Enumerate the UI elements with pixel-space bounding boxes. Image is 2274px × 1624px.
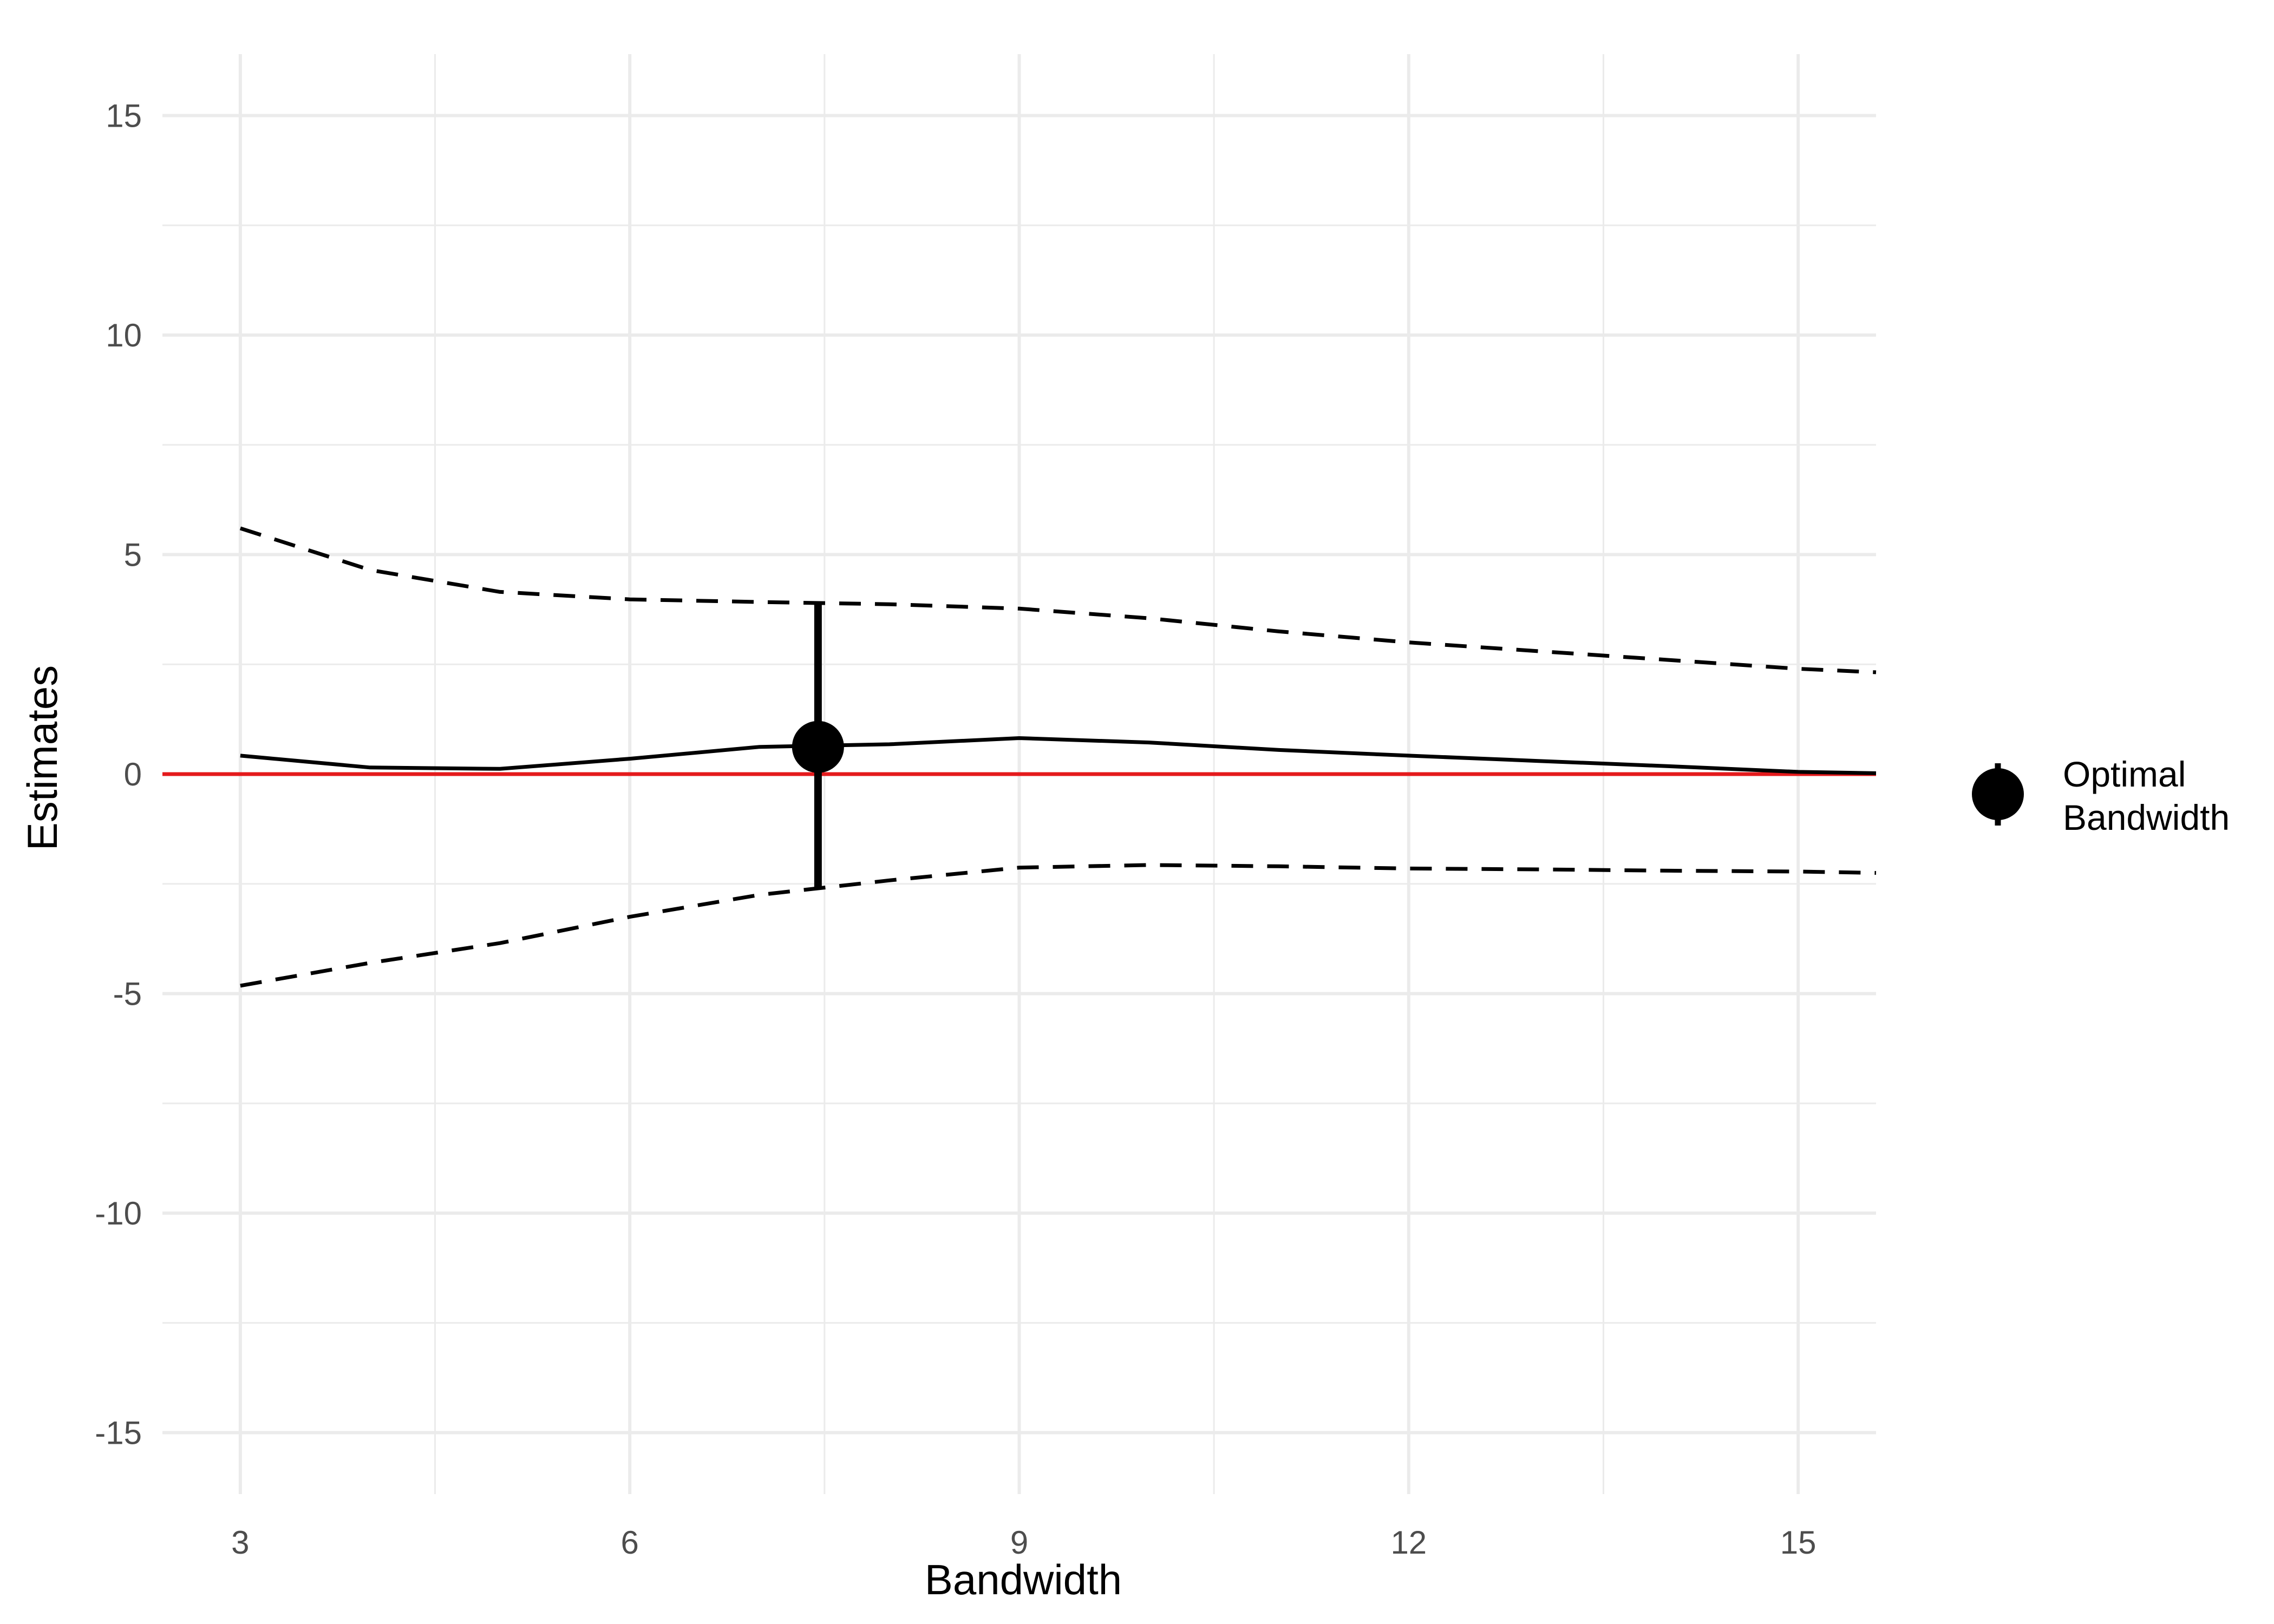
y-tick-label: 10 bbox=[106, 317, 142, 353]
x-axis-title: Bandwidth bbox=[925, 1556, 1122, 1603]
y-tick-labels: -15 -10 -5 0 5 10 15 bbox=[95, 98, 142, 1451]
y-tick-label: 15 bbox=[106, 98, 142, 134]
legend-label-line-2: Bandwidth bbox=[2063, 797, 2230, 837]
x-tick-label: 12 bbox=[1390, 1524, 1427, 1561]
x-tick-label: 6 bbox=[620, 1524, 638, 1561]
upper-ci-line bbox=[239, 526, 1877, 675]
x-tick-label: 15 bbox=[1780, 1524, 1816, 1561]
x-tick-labels: 3 6 9 12 15 bbox=[231, 1524, 1816, 1561]
y-tick-label: -5 bbox=[113, 975, 142, 1012]
estimate-line bbox=[240, 736, 1877, 775]
optimal-point-layer bbox=[792, 604, 844, 890]
y-tick-label: 0 bbox=[124, 756, 142, 793]
x-tick-label: 9 bbox=[1010, 1524, 1028, 1561]
legend: Optimal Bandwidth bbox=[1972, 754, 2230, 837]
y-axis-title: Estimates bbox=[18, 665, 66, 850]
y-tick-label: -10 bbox=[95, 1195, 142, 1232]
y-tick-label: 5 bbox=[124, 537, 142, 573]
legend-label-line-1: Optimal bbox=[2063, 754, 2186, 794]
series-layer bbox=[239, 526, 1877, 988]
optimal-point bbox=[792, 721, 844, 773]
legend-point-key bbox=[1972, 768, 2024, 820]
x-tick-label: 3 bbox=[231, 1524, 249, 1561]
y-tick-label: -15 bbox=[95, 1415, 142, 1451]
